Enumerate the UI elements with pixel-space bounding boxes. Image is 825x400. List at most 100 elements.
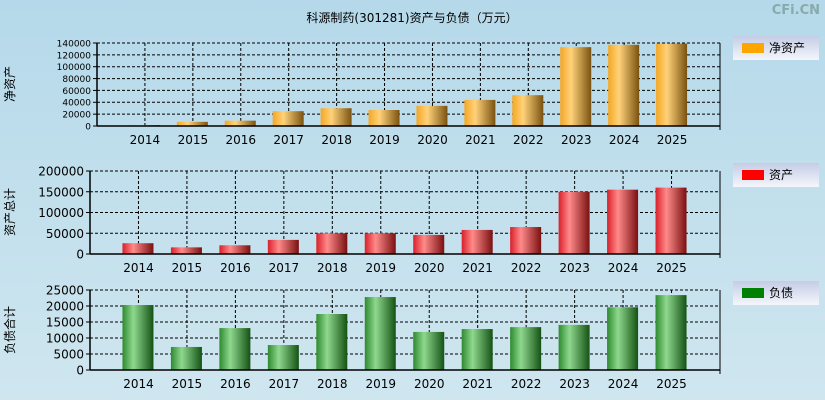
x-tick-label: 2018 (317, 261, 348, 275)
chart-title: 科源制药(301281)资产与负债（万元） (306, 11, 517, 25)
x-tick-label: 2017 (269, 261, 300, 275)
bar-2024 (607, 189, 639, 254)
x-tick-label: 2024 (608, 377, 639, 391)
x-tick-label: 2015 (172, 377, 203, 391)
x-tick-label: 2023 (559, 377, 590, 391)
bar-2021 (464, 99, 496, 126)
x-tick-label: 2017 (269, 377, 300, 391)
x-tick-label: 2017 (273, 133, 304, 147)
x-tick-label: 2016 (225, 133, 256, 147)
y-tick-label: 10000 (46, 332, 84, 346)
bar-2022 (510, 227, 542, 254)
y-tick-label: 60000 (62, 87, 91, 97)
x-tick-label: 2021 (462, 377, 493, 391)
x-tick-label: 2015 (172, 261, 203, 275)
x-tick-label: 2016 (220, 377, 251, 391)
x-tick-label: 2024 (608, 261, 639, 275)
x-tick-label: 2019 (365, 261, 396, 275)
x-tick-label: 2014 (123, 261, 154, 275)
legend-label: 负债 (769, 286, 793, 300)
bar-2021 (461, 229, 493, 254)
x-tick-label: 2019 (365, 377, 396, 391)
bar-2014 (122, 305, 154, 370)
x-tick-label: 2023 (559, 261, 590, 275)
legend: 负债 (733, 281, 819, 305)
bar-2022 (510, 327, 542, 370)
x-tick-label: 2024 (609, 133, 640, 147)
y-tick-label: 0 (85, 122, 91, 132)
x-tick-label: 2018 (317, 377, 348, 391)
bar-2018 (320, 108, 352, 126)
y-axis-label: 净资产 (3, 66, 17, 102)
bar-2016 (219, 245, 251, 254)
bar-2019 (364, 233, 396, 254)
legend-swatch (742, 288, 764, 298)
bar-2019 (364, 297, 396, 370)
bar-2020 (413, 331, 445, 370)
watermark: CFi.CN (772, 3, 820, 18)
x-tick-label: 2022 (513, 133, 544, 147)
y-tick-label: 20000 (46, 300, 84, 314)
x-tick-label: 2025 (656, 261, 687, 275)
x-tick-label: 2023 (561, 133, 592, 147)
x-tick-label: 2022 (511, 261, 542, 275)
bar-2023 (558, 324, 590, 370)
bar-2017 (267, 345, 299, 370)
x-tick-label: 2021 (462, 261, 493, 275)
bar-2016 (224, 120, 256, 126)
bar-2022 (512, 95, 544, 126)
bar-2025 (656, 43, 688, 126)
x-tick-label: 2018 (321, 133, 352, 147)
y-tick-label: 20000 (62, 111, 91, 121)
x-tick-label: 2020 (414, 377, 445, 391)
x-tick-label: 2020 (417, 133, 448, 147)
panel-1: 0 50000 100000 150000 200000 2014 2015 2016 2017… (3, 163, 819, 275)
y-axis-label: 负债合计 (2, 306, 17, 354)
panel-2: 0 5000 10000 15000 20000 25000 2014 2015 2016 201… (2, 281, 819, 391)
bar-2014 (122, 243, 154, 254)
y-axis-label: 资产总计 (3, 188, 17, 236)
y-tick-label: 140000 (57, 39, 92, 49)
bar-2018 (316, 314, 348, 370)
x-tick-label: 2016 (220, 261, 251, 275)
x-tick-label: 2025 (656, 377, 687, 391)
x-tick-label: 2025 (657, 133, 688, 147)
legend: 净资产 (733, 36, 819, 60)
legend-label: 净资产 (769, 41, 805, 55)
bar-2015 (176, 121, 208, 126)
y-tick-label: 80000 (62, 75, 91, 85)
bar-2017 (267, 239, 299, 254)
legend-swatch (742, 170, 764, 180)
bar-2025 (655, 295, 687, 370)
y-tick-label: 5000 (53, 348, 84, 362)
bar-2021 (461, 329, 493, 370)
x-tick-label: 2014 (123, 377, 154, 391)
bar-2025 (655, 187, 687, 254)
legend: 资产 (733, 163, 819, 187)
x-tick-label: 2022 (511, 377, 542, 391)
y-tick-label: 100000 (38, 206, 84, 220)
y-tick-label: 150000 (38, 185, 84, 199)
bar-2020 (413, 234, 445, 254)
x-tick-label: 2021 (465, 133, 496, 147)
bar-2020 (416, 105, 448, 126)
bar-2015 (170, 346, 202, 370)
bar-2017 (272, 111, 304, 126)
x-tick-label: 2020 (414, 261, 445, 275)
legend-label: 资产 (769, 168, 793, 182)
bar-2018 (316, 233, 348, 254)
bar-2019 (368, 109, 400, 126)
bar-2016 (219, 328, 251, 370)
y-tick-label: 40000 (62, 99, 91, 109)
bar-2023 (560, 47, 592, 126)
bar-2024 (607, 307, 639, 370)
y-tick-label: 120000 (57, 51, 92, 61)
y-tick-label: 0 (76, 248, 84, 262)
x-tick-label: 2019 (369, 133, 400, 147)
y-tick-label: 100000 (57, 63, 92, 73)
y-tick-label: 50000 (46, 227, 84, 241)
x-tick-label: 2015 (178, 133, 209, 147)
legend-swatch (742, 43, 764, 53)
bar-2023 (558, 191, 590, 254)
